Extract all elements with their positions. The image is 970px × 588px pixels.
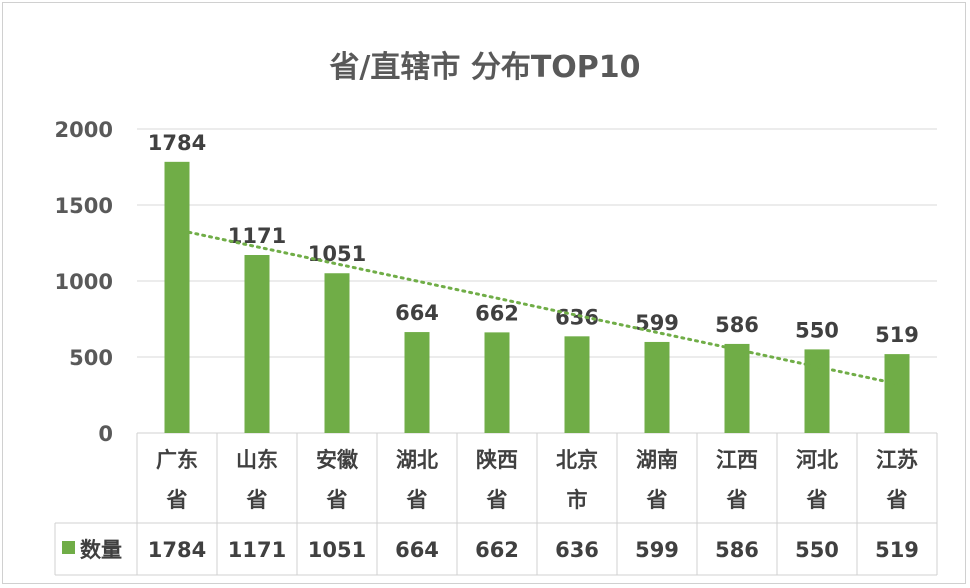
data-label: 636	[555, 305, 599, 329]
table-value: 662	[475, 538, 519, 562]
category-label: 省	[246, 488, 268, 512]
bar	[324, 273, 350, 433]
bar	[724, 343, 750, 433]
table-value: 1171	[228, 538, 286, 562]
bar	[804, 349, 830, 433]
y-tick-label: 1500	[55, 194, 113, 218]
data-label: 519	[875, 323, 919, 347]
data-label: 664	[395, 301, 439, 325]
legend-swatch	[62, 541, 75, 554]
category-label: 北京	[556, 448, 598, 472]
y-tick-label: 2000	[55, 118, 113, 142]
category-label: 广东	[156, 448, 198, 472]
y-tick-label: 1000	[55, 270, 113, 294]
y-tick-label: 0	[98, 422, 113, 446]
table-value: 636	[555, 538, 599, 562]
data-label: 586	[715, 313, 759, 337]
legend-label: 数量	[80, 538, 122, 562]
bar	[244, 255, 270, 433]
table-value: 586	[715, 538, 759, 562]
table-value: 599	[635, 538, 679, 562]
data-label: 550	[795, 318, 839, 342]
chart-title: 省/直辖市 分布TOP10	[329, 50, 640, 85]
category-label: 省	[886, 488, 908, 512]
category-label: 安徽	[316, 448, 359, 472]
bar	[644, 341, 670, 433]
table-value: 1051	[308, 538, 366, 562]
category-label: 省	[166, 488, 188, 512]
category-label: 省	[806, 488, 828, 512]
category-label: 省	[406, 488, 428, 512]
table-value: 1784	[148, 538, 206, 562]
category-label: 陕西	[476, 448, 518, 472]
category-label: 山东	[236, 448, 278, 472]
data-label: 1051	[308, 242, 366, 266]
bar	[884, 354, 910, 433]
data-label: 1784	[148, 131, 206, 155]
trendline	[187, 230, 899, 386]
y-tick-label: 500	[69, 346, 113, 370]
bar	[164, 161, 190, 433]
category-label: 湖北	[396, 448, 438, 472]
bar	[404, 332, 430, 433]
category-label: 江西	[716, 448, 758, 472]
category-label: 江苏	[876, 448, 918, 472]
bar	[564, 336, 590, 433]
data-label: 1171	[228, 224, 286, 248]
category-label: 省	[726, 488, 748, 512]
table-value: 550	[795, 538, 839, 562]
table-value: 664	[395, 538, 439, 562]
category-label: 河北	[796, 448, 838, 472]
table-value: 519	[875, 538, 919, 562]
category-label: 市	[567, 488, 588, 512]
category-label: 省	[326, 488, 348, 512]
bar	[484, 332, 510, 433]
data-label: 662	[475, 301, 519, 325]
category-label: 省	[486, 488, 508, 512]
category-label: 省	[646, 488, 668, 512]
category-label: 湖南	[636, 448, 678, 472]
